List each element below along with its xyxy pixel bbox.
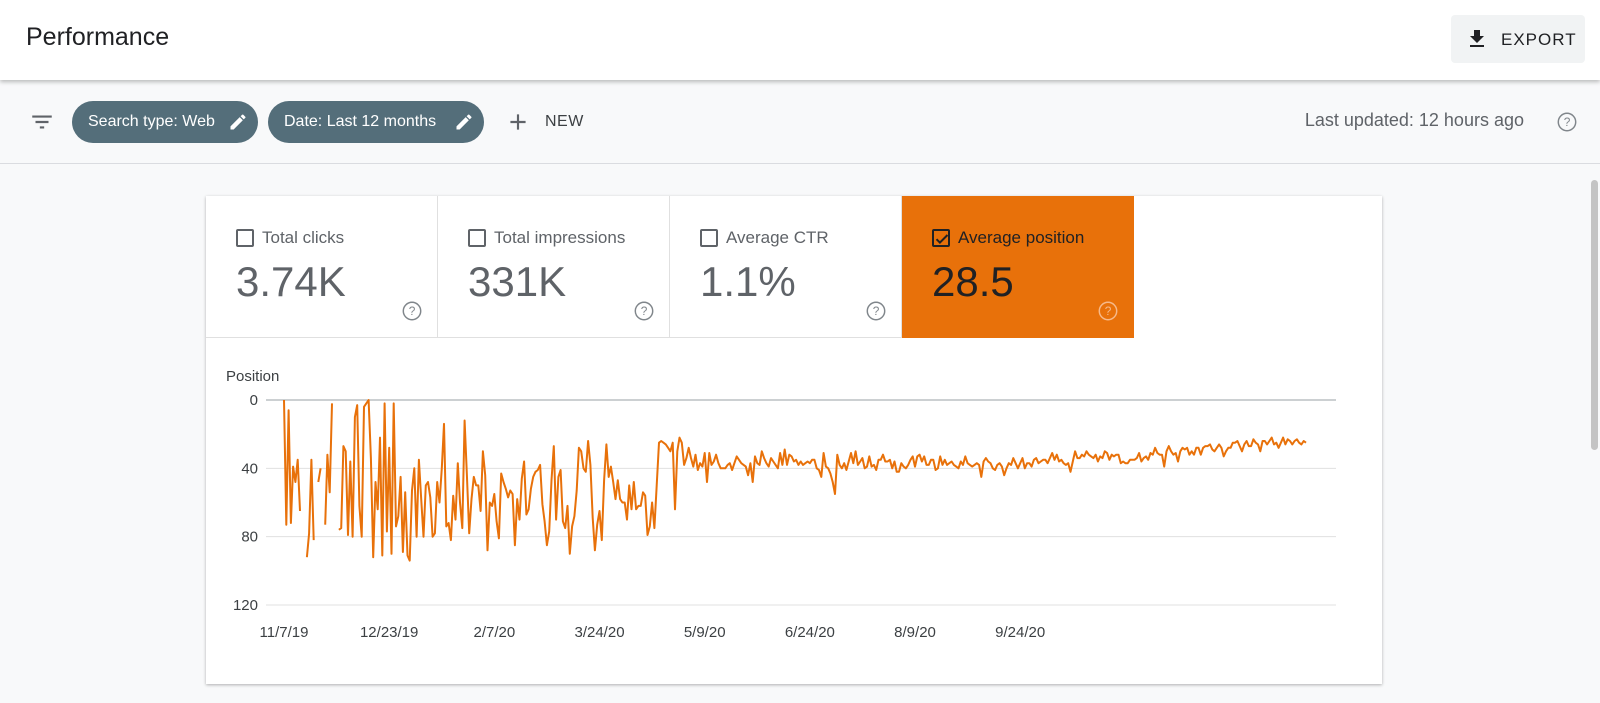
metric-value: 1.1% xyxy=(700,258,796,305)
x-tick-label: 6/24/20 xyxy=(785,624,835,641)
help-icon[interactable]: ? xyxy=(1556,111,1578,133)
checkbox-checked[interactable] xyxy=(932,229,950,247)
checkbox[interactable] xyxy=(700,229,718,247)
export-button[interactable]: EXPORT xyxy=(1451,15,1585,63)
x-tick-label: 9/24/20 xyxy=(995,624,1045,641)
page-scrollbar[interactable] xyxy=(1591,180,1598,450)
metric-label: Total clicks xyxy=(262,228,345,247)
check-icon xyxy=(935,234,949,245)
checkbox[interactable] xyxy=(468,229,486,247)
x-tick-label: 8/9/20 xyxy=(894,624,936,641)
page-title: Performance xyxy=(26,23,170,51)
edit-icon xyxy=(456,114,472,130)
x-tick-label: 12/23/19 xyxy=(360,624,418,641)
last-updated-text: Last updated: 12 hours ago xyxy=(1304,110,1524,130)
x-tick-label: 11/7/19 xyxy=(260,624,309,641)
date-chip[interactable]: Date: Last 12 months xyxy=(268,101,484,143)
x-tick-label: 5/9/20 xyxy=(684,624,726,641)
metric-average-ctr[interactable]: Average CTR 1.1% ? xyxy=(670,196,902,338)
help-icon[interactable]: ? xyxy=(1097,300,1119,322)
metric-label: Average position xyxy=(958,228,1085,247)
metric-total-clicks[interactable]: Total clicks 3.74K ? xyxy=(206,196,438,338)
performance-card: Total clicks 3.74K ? Total impressions 3… xyxy=(206,196,1382,684)
plus-icon xyxy=(510,114,526,130)
edit-icon xyxy=(230,114,246,130)
y-tick-label: 120 xyxy=(233,597,258,614)
x-tick-label: 3/24/20 xyxy=(574,624,624,641)
y-tick-label: 40 xyxy=(241,460,258,477)
header-bar: Performance EXPORT xyxy=(0,0,1600,80)
metric-label: Total impressions xyxy=(494,228,626,247)
metric-label: Average CTR xyxy=(726,228,829,247)
help-icon[interactable]: ? xyxy=(401,300,423,322)
svg-text:?: ? xyxy=(409,304,416,318)
search-type-chip-label: Search type: Web xyxy=(88,113,215,130)
download-icon xyxy=(1470,30,1484,47)
filter-bar: Search type: Web Date: Last 12 months NE… xyxy=(0,80,1600,164)
y-axis-title: Position xyxy=(226,368,280,385)
search-type-chip[interactable]: Search type: Web xyxy=(72,101,258,143)
svg-text:?: ? xyxy=(1564,115,1571,129)
svg-text:?: ? xyxy=(641,304,648,318)
date-chip-label: Date: Last 12 months xyxy=(284,113,437,130)
series-line-average-position[interactable] xyxy=(283,399,1307,562)
position-chart[interactable]: Position 0 40 80 120 11/7/19 12/23/19 2/7/20 3/… xyxy=(206,338,1382,684)
new-filter-label: NEW xyxy=(545,113,584,130)
help-icon[interactable]: ? xyxy=(865,300,887,322)
x-tick-label: 2/7/20 xyxy=(473,624,515,641)
svg-text:?: ? xyxy=(873,304,880,318)
help-icon[interactable]: ? xyxy=(633,300,655,322)
y-tick-label: 80 xyxy=(241,529,258,546)
metric-value: 3.74K xyxy=(236,258,346,305)
y-tick-label: 0 xyxy=(250,392,258,409)
metric-total-impressions[interactable]: Total impressions 331K ? xyxy=(438,196,670,338)
filter-list-icon[interactable] xyxy=(29,109,55,135)
export-label: EXPORT xyxy=(1501,30,1577,49)
checkbox[interactable] xyxy=(236,229,254,247)
new-filter-button[interactable]: NEW xyxy=(505,101,595,143)
metric-average-position[interactable]: Average position 28.5 ? xyxy=(902,196,1134,338)
metric-value: 28.5 xyxy=(932,258,1014,305)
svg-text:?: ? xyxy=(1105,304,1112,318)
metric-value: 331K xyxy=(468,258,567,305)
